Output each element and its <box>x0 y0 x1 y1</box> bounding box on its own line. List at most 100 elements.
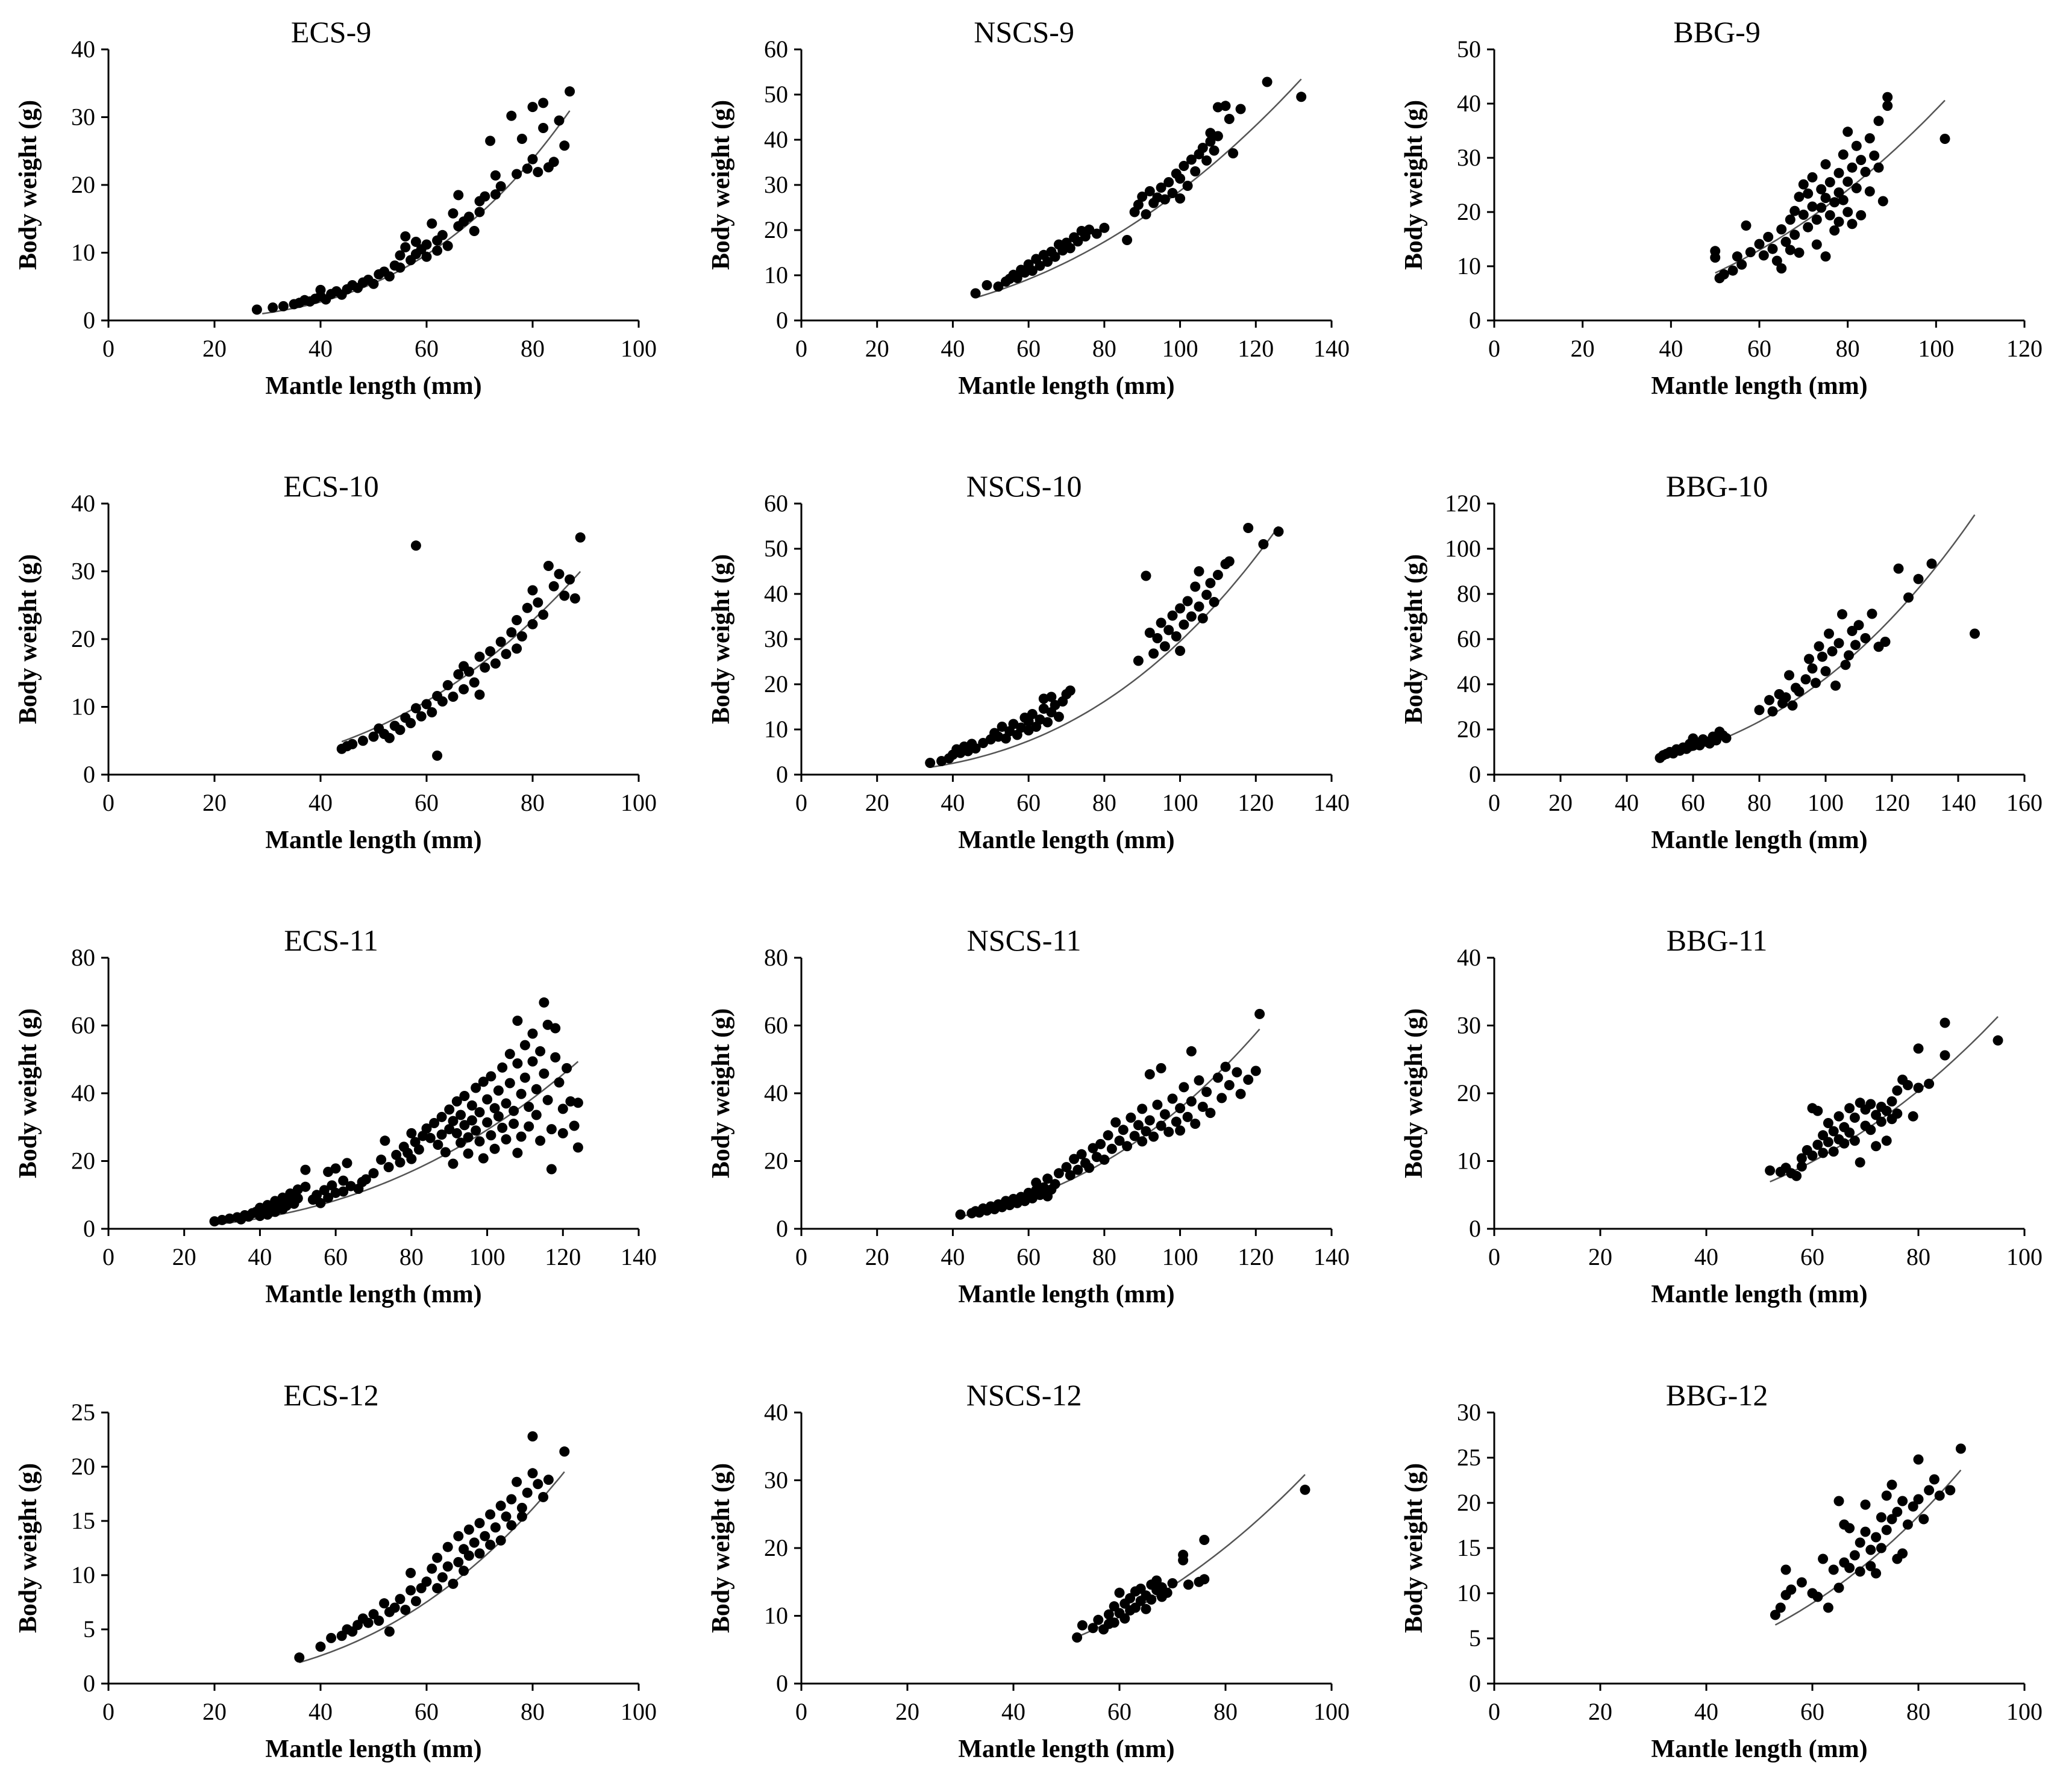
data-point <box>1970 628 1980 639</box>
x-tick-label: 60 <box>1800 1243 1824 1270</box>
data-point <box>506 1494 517 1505</box>
data-point <box>1828 1146 1839 1157</box>
data-point <box>1031 1178 1042 1188</box>
x-tick-label: 140 <box>1940 789 1976 816</box>
data-point <box>1839 1138 1850 1149</box>
data-point <box>1798 210 1809 220</box>
panel-title: BBG-11 <box>1667 923 1768 957</box>
data-point <box>1114 1587 1125 1598</box>
data-point <box>448 1158 459 1169</box>
data-point <box>1175 173 1186 184</box>
data-point <box>506 627 517 638</box>
data-point <box>1993 1035 2003 1046</box>
x-tick-label: 100 <box>2006 1243 2043 1270</box>
data-point <box>1913 1494 1924 1505</box>
data-point <box>506 110 517 121</box>
data-point <box>1849 1550 1860 1561</box>
data-point <box>1175 1103 1186 1114</box>
data-point <box>300 1181 311 1192</box>
data-point <box>1296 92 1307 102</box>
data-point <box>1844 1523 1855 1534</box>
data-point <box>501 649 512 660</box>
data-point <box>1053 1168 1064 1179</box>
x-tick-label: 20 <box>865 789 889 816</box>
panel-title: BBG-9 <box>1673 15 1760 49</box>
data-point <box>448 692 459 702</box>
x-tick-label: 160 <box>2006 789 2043 816</box>
data-point <box>1785 214 1795 225</box>
data-point <box>1855 1537 1865 1548</box>
data-point <box>557 1104 568 1114</box>
y-tick-label: 100 <box>1445 535 1481 562</box>
data-point <box>1084 224 1095 235</box>
data-point <box>1876 1512 1886 1523</box>
data-point <box>1186 1096 1197 1107</box>
data-point <box>497 1122 508 1133</box>
data-point <box>405 1585 416 1596</box>
data-point <box>1250 1066 1261 1076</box>
data-point <box>384 732 395 743</box>
data-point <box>1807 201 1818 212</box>
x-tick-label: 80 <box>1213 1698 1238 1725</box>
data-point <box>559 140 570 151</box>
x-tick-label: 120 <box>1238 335 1274 362</box>
data-point <box>485 1540 496 1550</box>
x-tick-label: 40 <box>1615 789 1639 816</box>
data-point <box>1205 136 1216 147</box>
y-tick-label: 0 <box>1469 307 1481 334</box>
data-point <box>504 1049 515 1060</box>
data-point <box>1842 176 1853 187</box>
data-point <box>1833 216 1844 227</box>
data-point <box>251 304 262 315</box>
data-point <box>1186 1046 1197 1057</box>
data-point <box>1853 620 1864 631</box>
data-point <box>1183 1579 1194 1590</box>
y-tick-label: 40 <box>764 1399 788 1426</box>
data-point <box>516 1088 527 1099</box>
data-point <box>1084 1163 1095 1173</box>
data-point <box>490 658 501 669</box>
x-axis-title: Mantle length (mm) <box>1651 1281 1867 1308</box>
data-point <box>1050 700 1060 710</box>
data-point <box>1175 603 1186 614</box>
y-tick-label: 5 <box>83 1616 95 1643</box>
x-tick-label: 0 <box>1488 789 1500 816</box>
data-point <box>1167 188 1178 198</box>
data-point <box>509 1105 519 1116</box>
data-point <box>1828 1126 1839 1137</box>
data-point <box>1144 628 1155 638</box>
data-point <box>522 602 533 613</box>
data-point <box>395 262 405 273</box>
data-point <box>315 1197 326 1208</box>
x-tick-label: 0 <box>795 1698 807 1725</box>
data-point <box>1955 1443 1966 1454</box>
y-tick-label: 60 <box>1457 625 1481 652</box>
data-point <box>1865 1544 1876 1555</box>
data-point <box>400 1605 411 1616</box>
data-point <box>395 250 405 261</box>
y-tick-label: 60 <box>71 1012 95 1039</box>
data-point <box>1860 1499 1871 1510</box>
data-point <box>405 718 416 728</box>
x-axis-title: Mantle length (mm) <box>265 826 481 854</box>
data-point <box>1814 641 1824 652</box>
data-point <box>1258 539 1269 549</box>
y-tick-label: 80 <box>71 944 95 971</box>
data-point <box>1220 101 1231 111</box>
y-tick-label: 30 <box>1457 144 1481 171</box>
data-point <box>368 1168 379 1179</box>
x-axis-title: Mantle length (mm) <box>265 1735 481 1763</box>
data-point <box>1093 1614 1104 1625</box>
data-point <box>1864 186 1875 197</box>
x-axis-title: Mantle length (mm) <box>265 372 481 400</box>
data-point <box>395 1157 405 1168</box>
data-point <box>1770 1609 1780 1620</box>
y-tick-label: 20 <box>764 1534 788 1561</box>
data-point <box>444 1104 455 1115</box>
data-point <box>1794 192 1805 202</box>
data-point <box>970 288 981 299</box>
x-tick-label: 20 <box>202 789 227 816</box>
x-tick-label: 100 <box>469 1243 506 1270</box>
data-point <box>463 1148 474 1159</box>
x-axis-title: Mantle length (mm) <box>265 1281 481 1308</box>
